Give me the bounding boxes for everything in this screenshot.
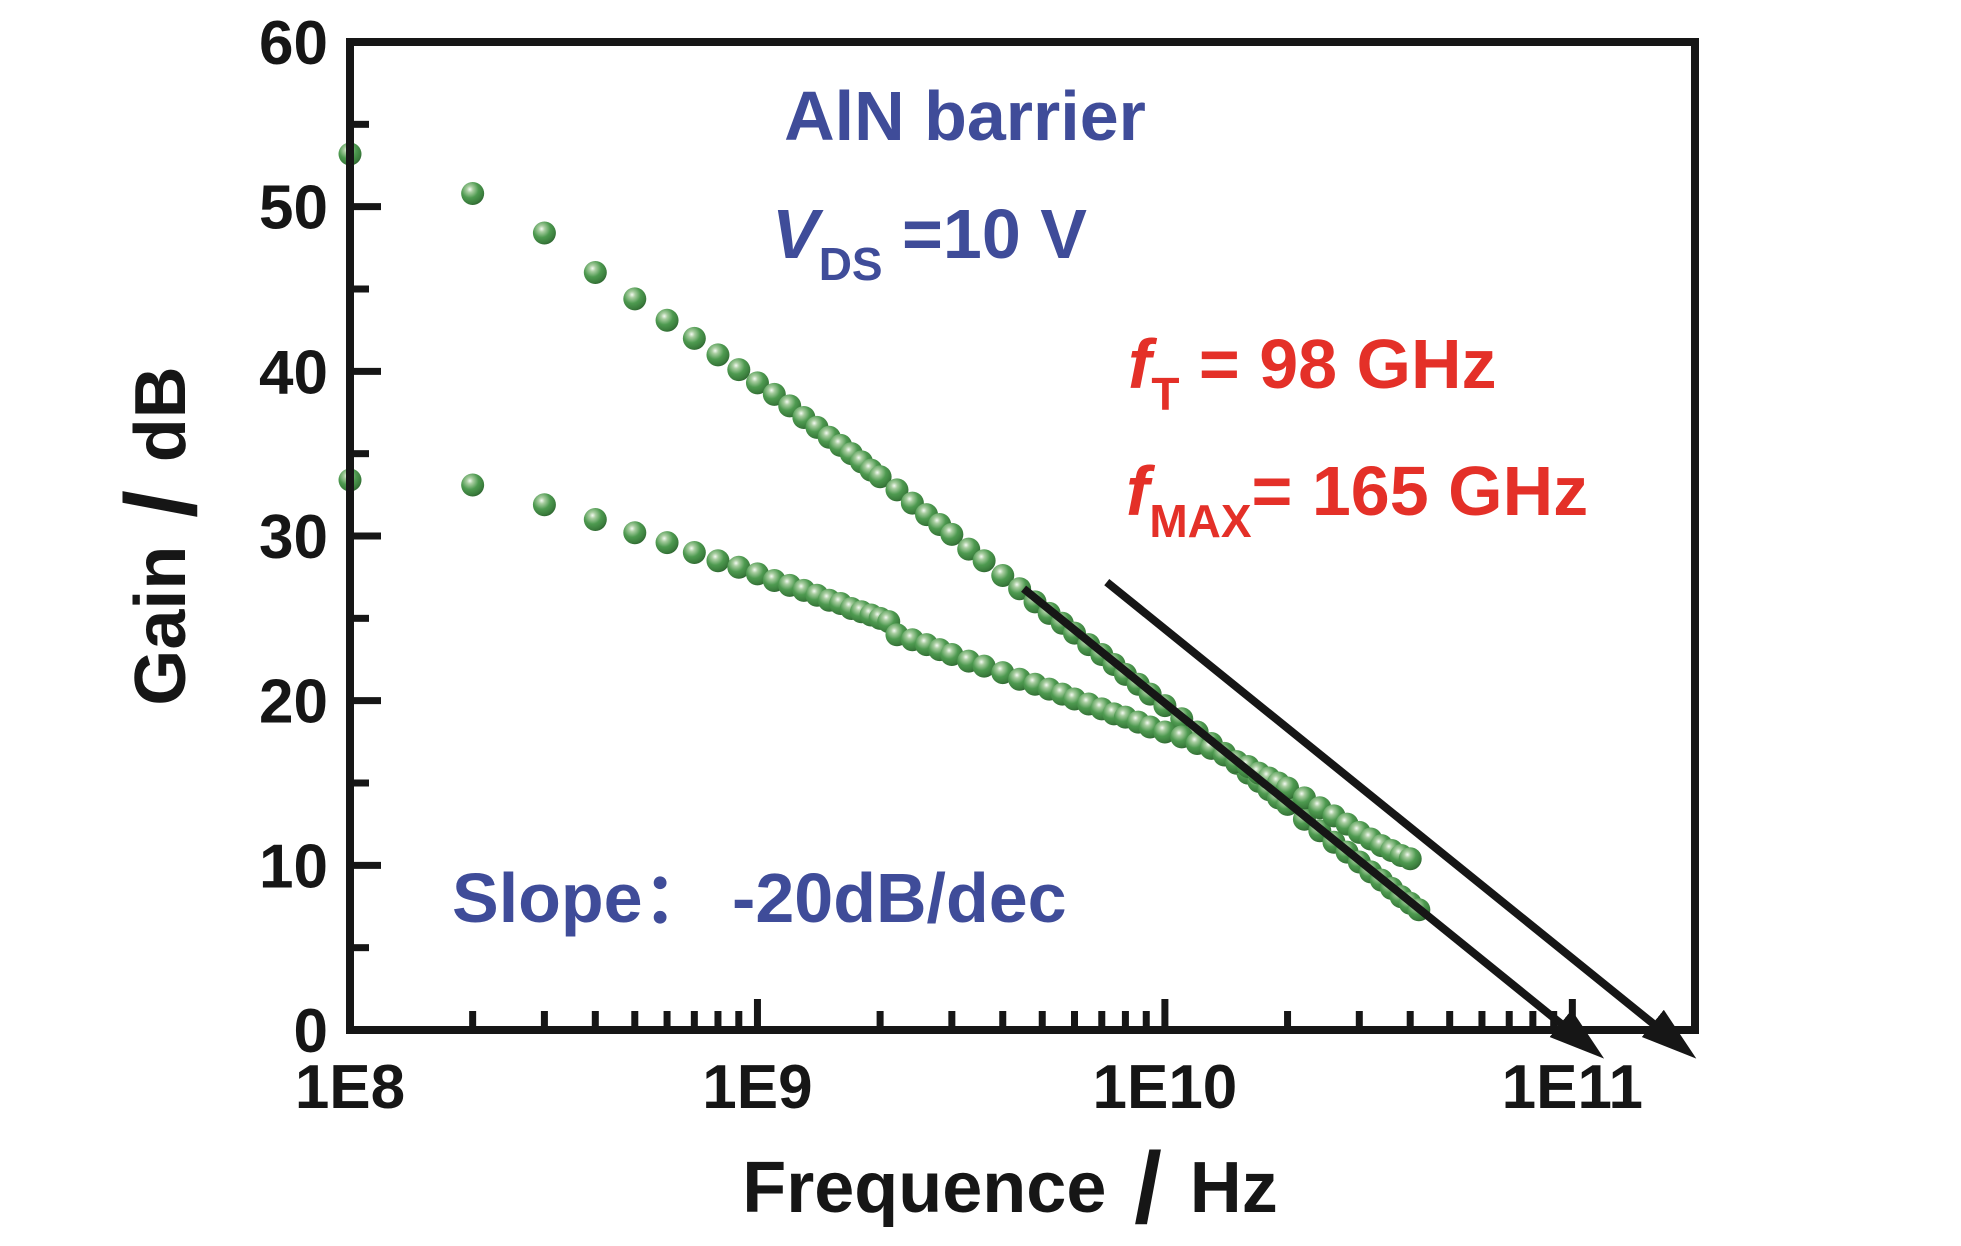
data-point [623, 521, 647, 545]
data-point [583, 508, 607, 532]
data-point [682, 540, 706, 564]
data-point [991, 564, 1015, 588]
data-point [655, 531, 679, 555]
series-power-gain [338, 468, 1422, 871]
data-point [885, 478, 909, 502]
extrapolation-arrows [1021, 578, 1697, 1059]
slope-annotation: Slope： -20dB/dec [452, 859, 1067, 937]
fmax-annotation: fMAX= 165 GHz [1126, 452, 1588, 547]
x-tick-label: 1E11 [1502, 1053, 1643, 1122]
data-point [727, 555, 751, 579]
data-point [623, 287, 647, 311]
x-axis-ticks [469, 999, 1576, 1026]
ft-arrow-line [1021, 585, 1605, 1059]
y-tick-label: 20 [259, 668, 328, 737]
y-axis-title: Gain / dB [105, 366, 217, 705]
data-point [461, 473, 485, 497]
y-axis-ticks [354, 120, 381, 952]
data-point [727, 358, 751, 382]
y-tick-label: 0 [294, 997, 328, 1066]
x-axis-title: Frequence / Hz [742, 1132, 1277, 1244]
x-tick-label: 1E9 [702, 1053, 812, 1122]
data-point [972, 549, 996, 573]
y-tick-label: 30 [259, 503, 328, 572]
data-point [532, 221, 556, 245]
data-point [532, 493, 556, 517]
data-point [972, 654, 996, 678]
y-axis-tick-labels: 0 10 20 30 40 50 60 [259, 9, 328, 1066]
data-point [868, 465, 892, 489]
data-point [940, 522, 964, 546]
ft-annotation: fT = 98 GHz [1128, 325, 1497, 420]
data-point [706, 343, 730, 367]
bias-annotation: VDS =10 V [772, 195, 1087, 290]
data-point [583, 261, 607, 285]
data-point [461, 181, 485, 205]
data-point [682, 326, 706, 350]
y-tick-label: 50 [259, 174, 328, 243]
data-point [745, 371, 769, 395]
device-annotation: AlN barrier [784, 77, 1146, 155]
fmax-arrow-line [1104, 578, 1697, 1059]
y-tick-label: 60 [259, 9, 328, 78]
plot-border [346, 38, 1699, 1034]
data-point [706, 549, 730, 573]
data-point [1398, 847, 1422, 871]
data-point [655, 308, 679, 332]
x-tick-label: 1E8 [295, 1053, 405, 1122]
x-axis-tick-labels: 1E8 1E9 1E10 1E11 [295, 1053, 1643, 1122]
y-tick-label: 40 [259, 338, 328, 407]
y-tick-label: 10 [259, 832, 328, 901]
x-tick-label: 1E10 [1092, 1053, 1237, 1122]
